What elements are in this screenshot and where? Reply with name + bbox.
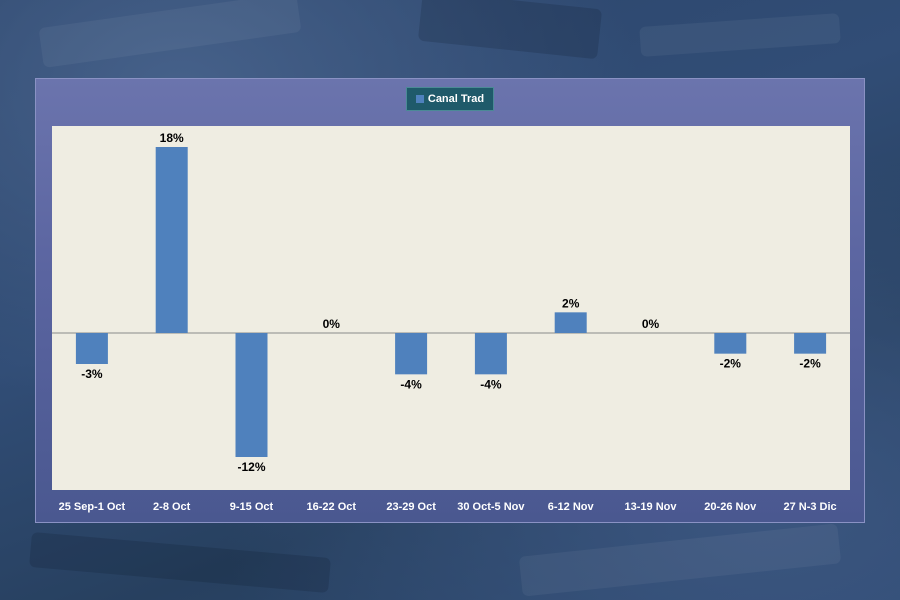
bar-10 xyxy=(794,333,827,354)
data-label-3: -12% xyxy=(237,460,265,474)
bar-1 xyxy=(75,333,108,364)
bar-9 xyxy=(714,333,747,354)
bar-3 xyxy=(235,333,268,457)
bar-6 xyxy=(474,333,507,375)
category-label-3: 9-15 Oct xyxy=(230,501,274,513)
data-label-6: -4% xyxy=(480,377,502,391)
category-label-5: 23-29 Oct xyxy=(386,501,436,513)
legend-swatch-icon xyxy=(415,95,424,103)
data-label-2: 18% xyxy=(160,131,184,145)
category-label-7: 6-12 Nov xyxy=(548,501,595,513)
category-label-4: 16-22 Oct xyxy=(307,501,357,513)
chart-legend: Canal Trad xyxy=(406,87,494,111)
bar-5 xyxy=(395,333,428,375)
data-label-10: -2% xyxy=(799,357,821,371)
data-label-8: 0% xyxy=(642,317,660,331)
data-label-9: -2% xyxy=(720,357,742,371)
data-label-1: -3% xyxy=(81,367,103,381)
data-label-5: -4% xyxy=(400,377,422,391)
category-label-1: 25 Sep-1 Oct xyxy=(59,501,126,513)
legend-label: Canal Trad xyxy=(427,93,485,105)
category-label-6: 30 Oct-5 Nov xyxy=(457,501,525,513)
bar-2 xyxy=(155,147,188,333)
category-label-8: 13-19 Nov xyxy=(625,501,678,513)
category-label-9: 20-26 Nov xyxy=(704,501,757,513)
data-label-7: 2% xyxy=(562,296,580,310)
category-label-10: 27 N-3 Dic xyxy=(783,501,836,513)
category-label-2: 2-8 Oct xyxy=(153,501,191,513)
data-label-4: 0% xyxy=(323,317,341,331)
bar-7 xyxy=(554,312,587,333)
